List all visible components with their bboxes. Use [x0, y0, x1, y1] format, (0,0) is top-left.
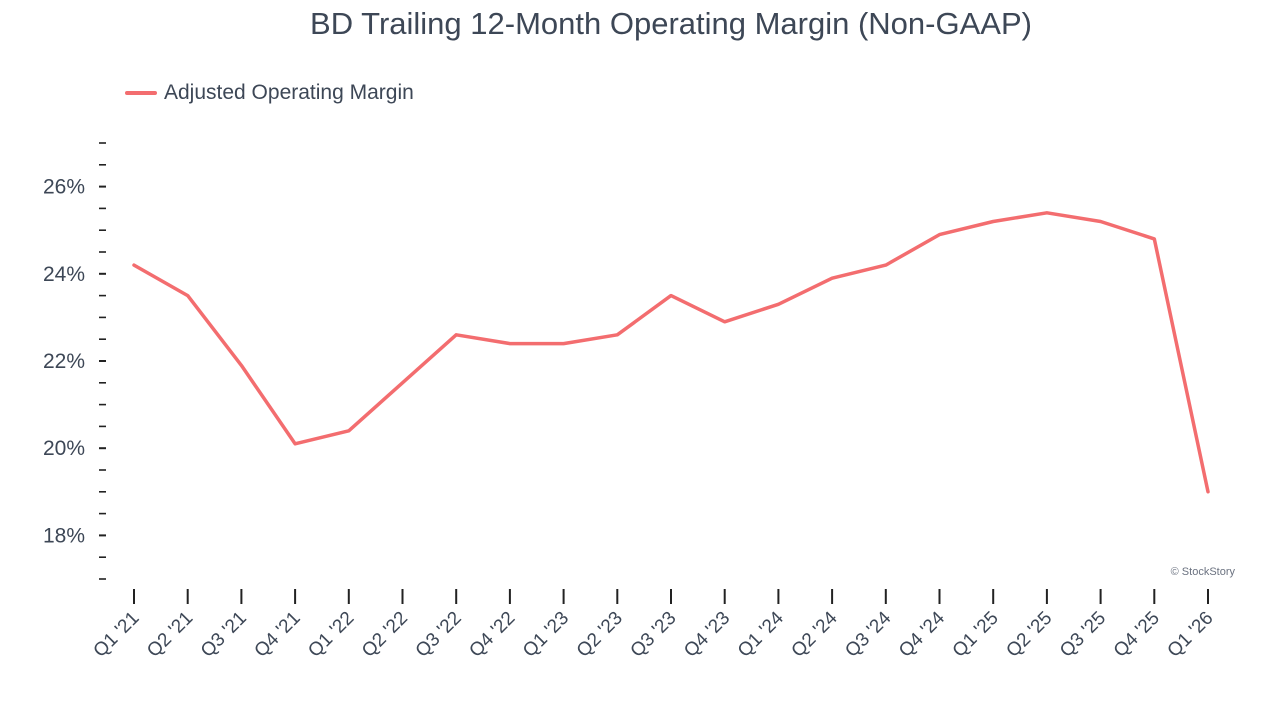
- data-point: [239, 363, 243, 367]
- x-tick-label: Q4 '25: [1110, 608, 1164, 662]
- x-tick-label: Q2 '24: [788, 607, 842, 661]
- x-tick-label: Q3 '22: [412, 608, 466, 662]
- data-point: [186, 294, 190, 298]
- data-point: [401, 381, 405, 385]
- x-tick-label: Q2 '25: [1002, 608, 1056, 662]
- x-tick-label: Q1 '26: [1164, 608, 1218, 662]
- x-tick-label: Q1 '21: [90, 608, 144, 662]
- credit-text: © StockStory: [1171, 566, 1236, 578]
- data-point: [669, 294, 673, 298]
- data-point: [1099, 219, 1103, 223]
- x-tick-label: Q1 '22: [304, 608, 358, 662]
- x-tick-label: Q1 '24: [734, 607, 788, 661]
- x-tick-label: Q4 '23: [680, 608, 734, 662]
- data-point: [562, 342, 566, 346]
- y-axis: 18% 20% 22% 24% 26%: [43, 142, 106, 580]
- data-point: [991, 219, 995, 223]
- x-tick-label: Q1 '25: [949, 608, 1003, 662]
- legend-label: Adjusted Operating Margin: [164, 81, 414, 104]
- x-tick-label: Q3 '25: [1056, 608, 1110, 662]
- data-point: [776, 302, 780, 306]
- data-point: [938, 233, 942, 237]
- data-point: [454, 333, 458, 337]
- plot-area: [132, 211, 1210, 494]
- x-tick-label: Q2 '22: [358, 608, 412, 662]
- data-point: [615, 333, 619, 337]
- x-tick-label: Q4 '22: [465, 608, 519, 662]
- y-tick-label: 24%: [43, 263, 85, 286]
- data-point: [1045, 211, 1049, 215]
- y-tick-label: 26%: [43, 176, 85, 199]
- x-tick-label: Q4 '24: [895, 607, 949, 661]
- x-tick-label: Q3 '21: [197, 608, 251, 662]
- data-point: [1206, 490, 1210, 494]
- x-tick-label: Q2 '21: [143, 608, 197, 662]
- y-tick-label: 18%: [43, 524, 85, 547]
- x-tick-label: Q4 '21: [251, 608, 305, 662]
- x-tick-label: Q1 '23: [519, 608, 573, 662]
- data-point: [347, 429, 351, 433]
- x-axis: Q1 '21 Q2 '21 Q3 '21 Q4 '21 Q1 '22 Q2 '22 Q3 '…: [90, 589, 1218, 662]
- data-point: [830, 276, 834, 280]
- x-tick-label: Q2 '23: [573, 608, 627, 662]
- data-point: [508, 342, 512, 346]
- data-point: [293, 442, 297, 446]
- y-tick-label: 20%: [43, 437, 85, 460]
- x-tick-label: Q3 '23: [627, 608, 681, 662]
- y-tick-label: 22%: [43, 350, 85, 373]
- data-point: [1152, 237, 1156, 241]
- chart-title: BD Trailing 12-Month Operating Margin (N…: [310, 6, 1032, 41]
- data-point: [884, 263, 888, 267]
- data-point: [132, 263, 136, 267]
- legend: Adjusted Operating Margin: [125, 81, 414, 104]
- series-line-adjusted-operating-margin: [132, 211, 1210, 494]
- data-point: [723, 320, 727, 324]
- x-tick-label: Q3 '24: [841, 607, 895, 661]
